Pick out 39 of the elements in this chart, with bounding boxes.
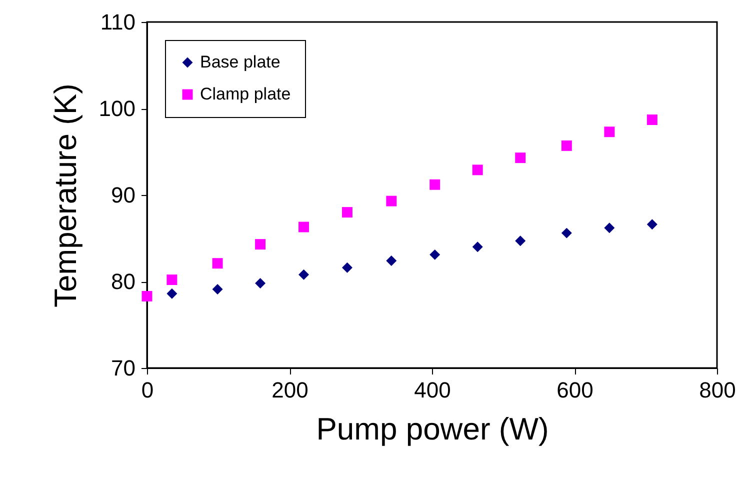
x-axis-title: Pump power (W) bbox=[316, 412, 549, 446]
point bbox=[298, 269, 309, 280]
point bbox=[166, 288, 178, 299]
point bbox=[342, 207, 352, 218]
point bbox=[646, 219, 658, 230]
y-tick-label: 90 bbox=[111, 182, 136, 208]
point bbox=[515, 152, 526, 164]
point bbox=[561, 228, 572, 238]
point bbox=[515, 236, 526, 246]
point bbox=[255, 239, 266, 250]
point bbox=[166, 274, 178, 286]
point bbox=[430, 249, 440, 260]
x-tick-label: 800 bbox=[699, 378, 736, 402]
point bbox=[255, 278, 266, 288]
point bbox=[386, 196, 397, 206]
legend-label: Clamp plate bbox=[200, 84, 291, 104]
x-tick-label: 600 bbox=[556, 378, 594, 402]
legend-label: Base plate bbox=[200, 52, 280, 72]
y-tick-label: 70 bbox=[111, 356, 136, 380]
point bbox=[472, 242, 483, 252]
point bbox=[430, 179, 440, 190]
point bbox=[561, 140, 572, 151]
point bbox=[342, 262, 352, 273]
point bbox=[604, 222, 615, 234]
y-axis-title: Temperature (K) bbox=[48, 84, 83, 308]
point bbox=[604, 126, 615, 138]
y-tick-label: 80 bbox=[111, 269, 136, 294]
x-tick-label: 200 bbox=[272, 378, 308, 402]
point bbox=[646, 114, 658, 125]
point bbox=[212, 258, 223, 269]
y-tick-label: 110 bbox=[100, 10, 136, 34]
point bbox=[472, 164, 483, 176]
point bbox=[142, 290, 152, 302]
x-tick-label: 400 bbox=[414, 378, 451, 402]
point bbox=[386, 255, 397, 266]
point bbox=[298, 222, 309, 232]
y-tick-label: 100 bbox=[98, 96, 136, 121]
x-tick-label: 0 bbox=[141, 378, 154, 402]
point bbox=[212, 284, 223, 295]
